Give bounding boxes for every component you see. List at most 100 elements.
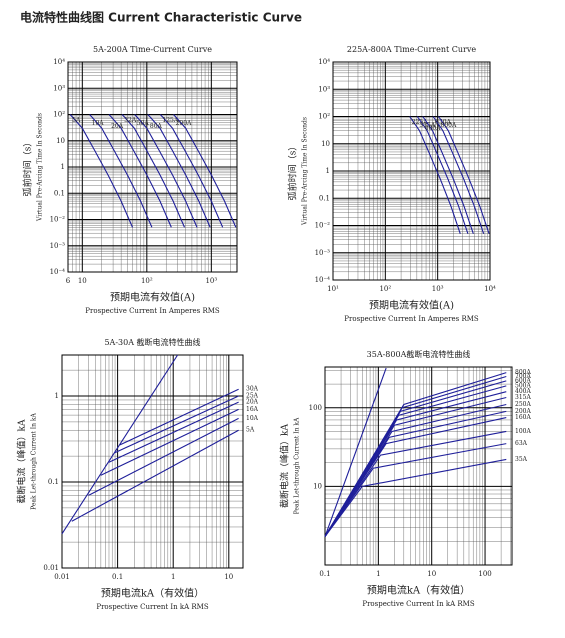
series-label: 125A [162, 117, 178, 124]
chart-title: 225A-800A Time-Current Curve [347, 45, 476, 54]
curve [324, 367, 387, 537]
y-tick-label: 100 [309, 404, 322, 412]
curve [89, 114, 153, 228]
y-tick-label: 10⁴ [53, 58, 65, 66]
x-axis-label: 预期电流有效值(A) [369, 299, 454, 312]
series-label: 25A [246, 393, 259, 400]
y-tick-label: 10⁻² [50, 216, 66, 224]
curve [324, 417, 507, 537]
x-axis-label: 预期电流kA（有效值） [367, 584, 470, 597]
x-tick-label: 10⁴ [484, 285, 496, 293]
x-tick-label: 10 [427, 570, 436, 578]
x-axis-label: 预期电流有效值(A) [110, 291, 195, 304]
x-axis-label: Prospective Current In Amperes RMS [344, 315, 479, 323]
curve [160, 114, 224, 228]
x-tick-label: 100 [478, 570, 491, 578]
y-tick-label: 0.1 [48, 478, 59, 486]
curve [416, 116, 469, 234]
y-axis-label: 弧前时间（s） [22, 138, 34, 197]
curve [108, 114, 172, 228]
series-label: 160A [515, 414, 531, 421]
y-tick-label: 10 [313, 482, 322, 490]
x-axis-label: 预期电流kA（有效值） [101, 587, 204, 600]
x-tick-label: 10² [141, 277, 153, 285]
series-label: 80A [150, 123, 163, 130]
chart-title: 5A-30A 截断电流特性曲线 [104, 337, 200, 347]
series-label: 63A [515, 440, 528, 447]
y-tick-label: 1 [61, 163, 65, 171]
series-label: 100A [515, 428, 531, 435]
x-tick-label: 10¹ [327, 285, 339, 293]
series-label: 5A [246, 427, 255, 434]
x-tick-label: 1 [171, 573, 175, 581]
x-axis-label: Prospective Current In Amperes RMS [85, 307, 220, 315]
curve [147, 114, 211, 228]
curve [69, 114, 134, 228]
y-tick-label: 0.1 [54, 189, 65, 197]
y-tick-label: 0.01 [43, 564, 59, 572]
y-axis-label: 截断电流（峰值）kA [279, 424, 291, 508]
curve [114, 395, 239, 454]
x-tick-label: 6 [66, 277, 71, 285]
x-tick-label: 10³ [432, 285, 444, 293]
series-label: 16A [246, 406, 259, 413]
chart-title: 5A-200A Time-Current Curve [93, 45, 212, 54]
series-label: 200A [176, 120, 192, 127]
x-tick-label: 10³ [205, 277, 217, 285]
series-label: 200A [515, 408, 531, 415]
series-label: 30A [246, 386, 259, 393]
series-label: 225A [412, 119, 428, 126]
y-tick-label: 10⁻² [315, 222, 331, 230]
y-axis-label: Peak Let-through Current In kA [294, 417, 301, 514]
series-label: 800A [515, 369, 531, 376]
y-axis-label: 弧前时间（s） [287, 142, 299, 201]
series-label: 400A [515, 388, 531, 395]
series-label: 10A [92, 120, 105, 127]
curve [173, 114, 237, 228]
plot-frame [61, 354, 244, 569]
y-tick-label: 10 [56, 137, 65, 145]
x-tick-label: 10 [224, 573, 233, 581]
y-tick-label: 10⁻³ [315, 249, 331, 257]
curve [409, 116, 461, 234]
y-tick-label: 10³ [318, 85, 330, 93]
x-tick-label: 0.01 [54, 573, 70, 581]
curve [438, 116, 490, 234]
y-tick-label: 10 [321, 140, 330, 148]
x-axis-label: Prospective Current In kA RMS [362, 600, 474, 608]
y-tick-label: 10⁻⁴ [315, 276, 331, 284]
x-tick-label: 1 [376, 570, 380, 578]
y-tick-label: 10² [53, 111, 65, 119]
y-tick-label: 1 [326, 167, 330, 175]
curve [324, 443, 507, 537]
series-label: 10A [246, 415, 259, 422]
page-title: 电流特性曲线图 Current Characteristic Curve [20, 10, 302, 25]
plot-frame [324, 366, 513, 566]
curve [134, 114, 198, 228]
y-tick-label: 10⁻³ [50, 242, 66, 250]
series-label: 315A [515, 394, 531, 401]
series-label: 5A [72, 117, 81, 124]
series-label: 250A [515, 401, 531, 408]
y-axis-label: Virtual Pre-Arcing Time In Seconds [37, 113, 44, 222]
y-tick-label: 10⁴ [318, 58, 330, 66]
x-tick-label: 10 [78, 277, 87, 285]
curve [422, 116, 474, 234]
series-label: 700A [515, 373, 531, 380]
y-tick-label: 10⁻⁴ [50, 268, 66, 276]
curve [432, 116, 485, 234]
series-label: 315A [419, 122, 435, 129]
curve [88, 417, 239, 496]
series-label: 800A [441, 122, 457, 129]
series-label: 32A [124, 117, 137, 124]
curve [119, 388, 239, 446]
series-label: 600A [515, 377, 531, 384]
series-label: 630A [435, 119, 451, 126]
y-axis-label: Virtual Pre-Arcing Time In Seconds [302, 117, 309, 226]
x-tick-label: 0.1 [112, 573, 123, 581]
x-tick-label: 0.1 [319, 570, 330, 578]
x-axis-label: Prospective Current In kA RMS [96, 603, 208, 611]
series-label: 35A [515, 456, 528, 463]
y-tick-label: 0.1 [319, 194, 330, 202]
series-label: 400A [425, 125, 441, 132]
